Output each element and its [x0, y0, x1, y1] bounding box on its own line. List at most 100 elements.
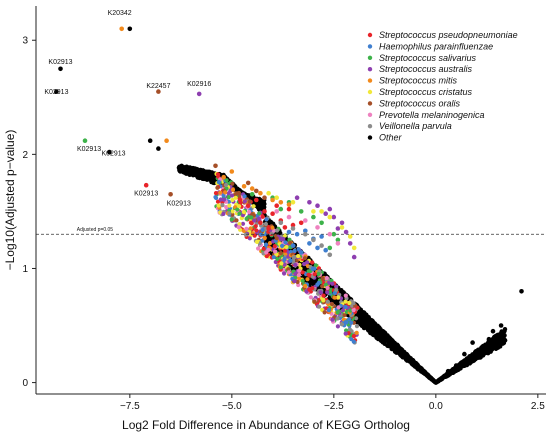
cloud-colored-point	[253, 224, 258, 229]
cloud-colored-point	[240, 221, 246, 226]
cloud-colored-point	[312, 299, 317, 304]
cloud-colored-point	[335, 316, 340, 321]
legend-marker	[367, 89, 373, 95]
cloud-point	[368, 325, 374, 331]
cloud-point	[194, 166, 199, 172]
legend-label: Streptococcus pseudopneumoniae	[379, 30, 518, 40]
data-point	[290, 222, 296, 228]
data-point	[490, 328, 496, 334]
cloud-colored-point	[330, 281, 335, 286]
legend-marker	[367, 32, 373, 38]
cloud-point	[484, 348, 489, 354]
cloud-colored-point	[291, 255, 297, 260]
cloud-colored-point	[344, 320, 349, 325]
background-cloud	[176, 163, 508, 385]
cloud-colored-point	[249, 215, 254, 220]
cloud-colored-point	[254, 239, 260, 244]
legend-label: Streptococcus australis	[379, 64, 473, 74]
legend-marker	[367, 135, 373, 140]
cloud-colored-point	[230, 187, 236, 192]
cloud-colored-point	[336, 305, 341, 310]
cloud-colored-point	[302, 261, 307, 267]
cloud-colored-point	[233, 195, 238, 200]
cloud-colored-point	[316, 266, 322, 271]
cloud-point	[457, 362, 463, 367]
data-point	[319, 220, 324, 226]
y-tick-label: 2	[22, 150, 28, 161]
cloud-colored-point	[223, 190, 228, 195]
cloud-colored-point	[349, 320, 354, 325]
cloud-colored-point	[242, 199, 247, 204]
data-point	[274, 209, 280, 214]
cloud-colored-point	[230, 209, 235, 214]
data-point	[351, 245, 357, 251]
cloud-point	[184, 164, 189, 169]
cloud-colored-point	[256, 246, 261, 251]
cloud-point	[415, 363, 420, 368]
cloud-colored-point	[215, 185, 220, 190]
data-point	[319, 243, 324, 248]
cloud-colored-point	[288, 258, 293, 263]
cloud-colored-point	[261, 246, 266, 251]
cloud-point	[262, 201, 267, 207]
data-point	[311, 237, 316, 243]
cloud-colored-point	[318, 290, 323, 295]
cloud-colored-point	[260, 214, 265, 219]
cloud-colored-point	[213, 191, 219, 196]
cloud-colored-point	[237, 211, 242, 216]
cloud-colored-point	[282, 271, 287, 276]
cloud-colored-point	[257, 211, 262, 216]
data-point	[347, 241, 353, 246]
cloud-colored-point	[251, 204, 256, 209]
cloud-colored-point	[293, 271, 298, 277]
cloud-colored-point	[244, 226, 249, 231]
data-point	[298, 250, 304, 255]
y-tick-label: 3	[22, 36, 28, 47]
legend-label: Streptococcus mitis	[379, 76, 458, 86]
data-point	[156, 89, 161, 94]
cloud-colored-point	[320, 276, 325, 281]
data-point	[462, 351, 467, 357]
data-point	[319, 234, 324, 239]
legend-label: Prevotella melaninogenica	[379, 110, 485, 120]
data-point	[249, 192, 255, 197]
point-annotation: K22457	[146, 83, 170, 90]
data-point	[327, 206, 333, 212]
legend-marker	[367, 55, 373, 60]
cloud-colored-point	[334, 287, 339, 292]
data-point	[127, 26, 133, 32]
data-point	[303, 218, 308, 223]
cloud-colored-point	[296, 254, 301, 259]
data-point	[245, 203, 251, 208]
cloud-colored-point	[275, 256, 280, 261]
data-point	[253, 188, 259, 194]
cloud-colored-point	[340, 308, 346, 313]
legend-marker	[367, 67, 373, 72]
cloud-colored-point	[221, 197, 227, 202]
x-tick-label: 0.0	[429, 401, 443, 412]
cloud-colored-point	[240, 213, 245, 218]
data-point	[327, 245, 333, 251]
threshold-layer: Adjusted p=0.05	[36, 227, 546, 235]
data-point	[54, 89, 59, 94]
axes-layer: −7.5 −5.0 −2.5 0.0 2.5 0 1 2 3	[22, 6, 546, 412]
data-point	[274, 195, 280, 200]
cloud-colored-point	[321, 293, 326, 298]
cloud-colored-point	[322, 310, 327, 315]
point-annotation: K20342	[108, 10, 132, 17]
cloud-colored-point	[334, 284, 339, 289]
cloud-point	[405, 353, 410, 359]
legend-label: Other	[379, 133, 403, 143]
cloud-colored-point	[227, 211, 232, 216]
cloud-colored-point	[305, 260, 310, 265]
point-annotation: K02913	[48, 59, 72, 66]
cloud-colored-point	[293, 262, 298, 268]
cloud-colored-point	[324, 275, 329, 281]
data-point	[278, 220, 284, 226]
data-point	[168, 192, 173, 197]
data-point	[221, 174, 226, 180]
cloud-colored-point	[226, 195, 231, 200]
cloud-colored-point	[272, 244, 277, 249]
